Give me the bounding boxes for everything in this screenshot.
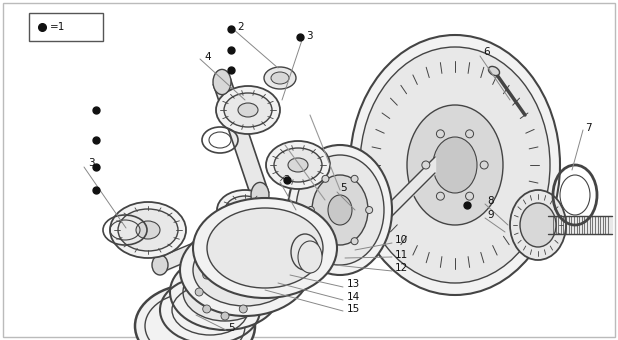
Text: 4: 4 bbox=[204, 52, 211, 62]
Ellipse shape bbox=[266, 141, 330, 189]
Text: 8: 8 bbox=[487, 196, 494, 206]
Ellipse shape bbox=[271, 72, 289, 84]
Ellipse shape bbox=[170, 254, 280, 330]
Circle shape bbox=[436, 130, 444, 138]
Ellipse shape bbox=[110, 202, 186, 258]
Ellipse shape bbox=[224, 93, 272, 127]
Circle shape bbox=[221, 312, 229, 320]
FancyBboxPatch shape bbox=[29, 13, 103, 41]
Circle shape bbox=[351, 175, 358, 182]
Circle shape bbox=[322, 238, 329, 245]
Circle shape bbox=[239, 305, 247, 313]
Text: 3: 3 bbox=[306, 31, 313, 41]
Ellipse shape bbox=[216, 86, 280, 134]
Ellipse shape bbox=[183, 263, 267, 321]
Ellipse shape bbox=[350, 35, 560, 295]
Text: 15: 15 bbox=[347, 304, 360, 314]
Circle shape bbox=[465, 192, 473, 200]
Text: 2: 2 bbox=[237, 22, 243, 32]
Ellipse shape bbox=[193, 198, 337, 298]
Circle shape bbox=[221, 264, 229, 272]
Text: 12: 12 bbox=[395, 263, 408, 273]
Ellipse shape bbox=[118, 209, 178, 251]
Text: 2: 2 bbox=[283, 175, 290, 185]
Text: 9: 9 bbox=[487, 210, 494, 220]
Ellipse shape bbox=[510, 190, 566, 260]
Ellipse shape bbox=[180, 224, 310, 316]
Text: 11: 11 bbox=[395, 250, 408, 260]
Ellipse shape bbox=[207, 208, 323, 288]
Ellipse shape bbox=[407, 105, 503, 225]
Ellipse shape bbox=[488, 66, 499, 75]
Circle shape bbox=[239, 271, 247, 279]
Circle shape bbox=[351, 238, 358, 245]
Ellipse shape bbox=[217, 190, 273, 230]
Ellipse shape bbox=[360, 47, 550, 283]
Text: 5: 5 bbox=[340, 183, 347, 193]
Ellipse shape bbox=[238, 103, 258, 117]
Text: 7: 7 bbox=[585, 123, 591, 133]
Circle shape bbox=[203, 305, 211, 313]
Circle shape bbox=[366, 206, 373, 214]
Circle shape bbox=[307, 206, 315, 214]
Ellipse shape bbox=[433, 137, 477, 193]
Circle shape bbox=[422, 161, 430, 169]
Ellipse shape bbox=[135, 284, 255, 340]
Polygon shape bbox=[213, 79, 269, 198]
Circle shape bbox=[480, 161, 488, 169]
Ellipse shape bbox=[251, 182, 269, 208]
Text: 6: 6 bbox=[483, 47, 489, 57]
Ellipse shape bbox=[288, 145, 392, 275]
Ellipse shape bbox=[520, 203, 556, 247]
Ellipse shape bbox=[264, 67, 296, 89]
Ellipse shape bbox=[274, 148, 322, 182]
Ellipse shape bbox=[193, 234, 297, 306]
Text: =1: =1 bbox=[50, 22, 66, 32]
Circle shape bbox=[436, 192, 444, 200]
Ellipse shape bbox=[136, 221, 160, 239]
Text: 5: 5 bbox=[228, 323, 235, 333]
Text: 3: 3 bbox=[88, 158, 95, 168]
Circle shape bbox=[195, 288, 203, 296]
Ellipse shape bbox=[213, 69, 231, 95]
Circle shape bbox=[247, 288, 255, 296]
Circle shape bbox=[203, 271, 211, 279]
Ellipse shape bbox=[291, 234, 319, 270]
Text: 10: 10 bbox=[395, 235, 408, 245]
Text: 13: 13 bbox=[347, 279, 360, 289]
Ellipse shape bbox=[237, 204, 253, 216]
Circle shape bbox=[322, 175, 329, 182]
Ellipse shape bbox=[152, 255, 168, 275]
Circle shape bbox=[465, 130, 473, 138]
Ellipse shape bbox=[288, 158, 308, 172]
Ellipse shape bbox=[225, 196, 265, 224]
Ellipse shape bbox=[298, 241, 322, 273]
Ellipse shape bbox=[312, 175, 368, 245]
FancyBboxPatch shape bbox=[3, 3, 615, 337]
Ellipse shape bbox=[328, 195, 352, 225]
Ellipse shape bbox=[296, 155, 384, 265]
Text: 14: 14 bbox=[347, 292, 360, 302]
